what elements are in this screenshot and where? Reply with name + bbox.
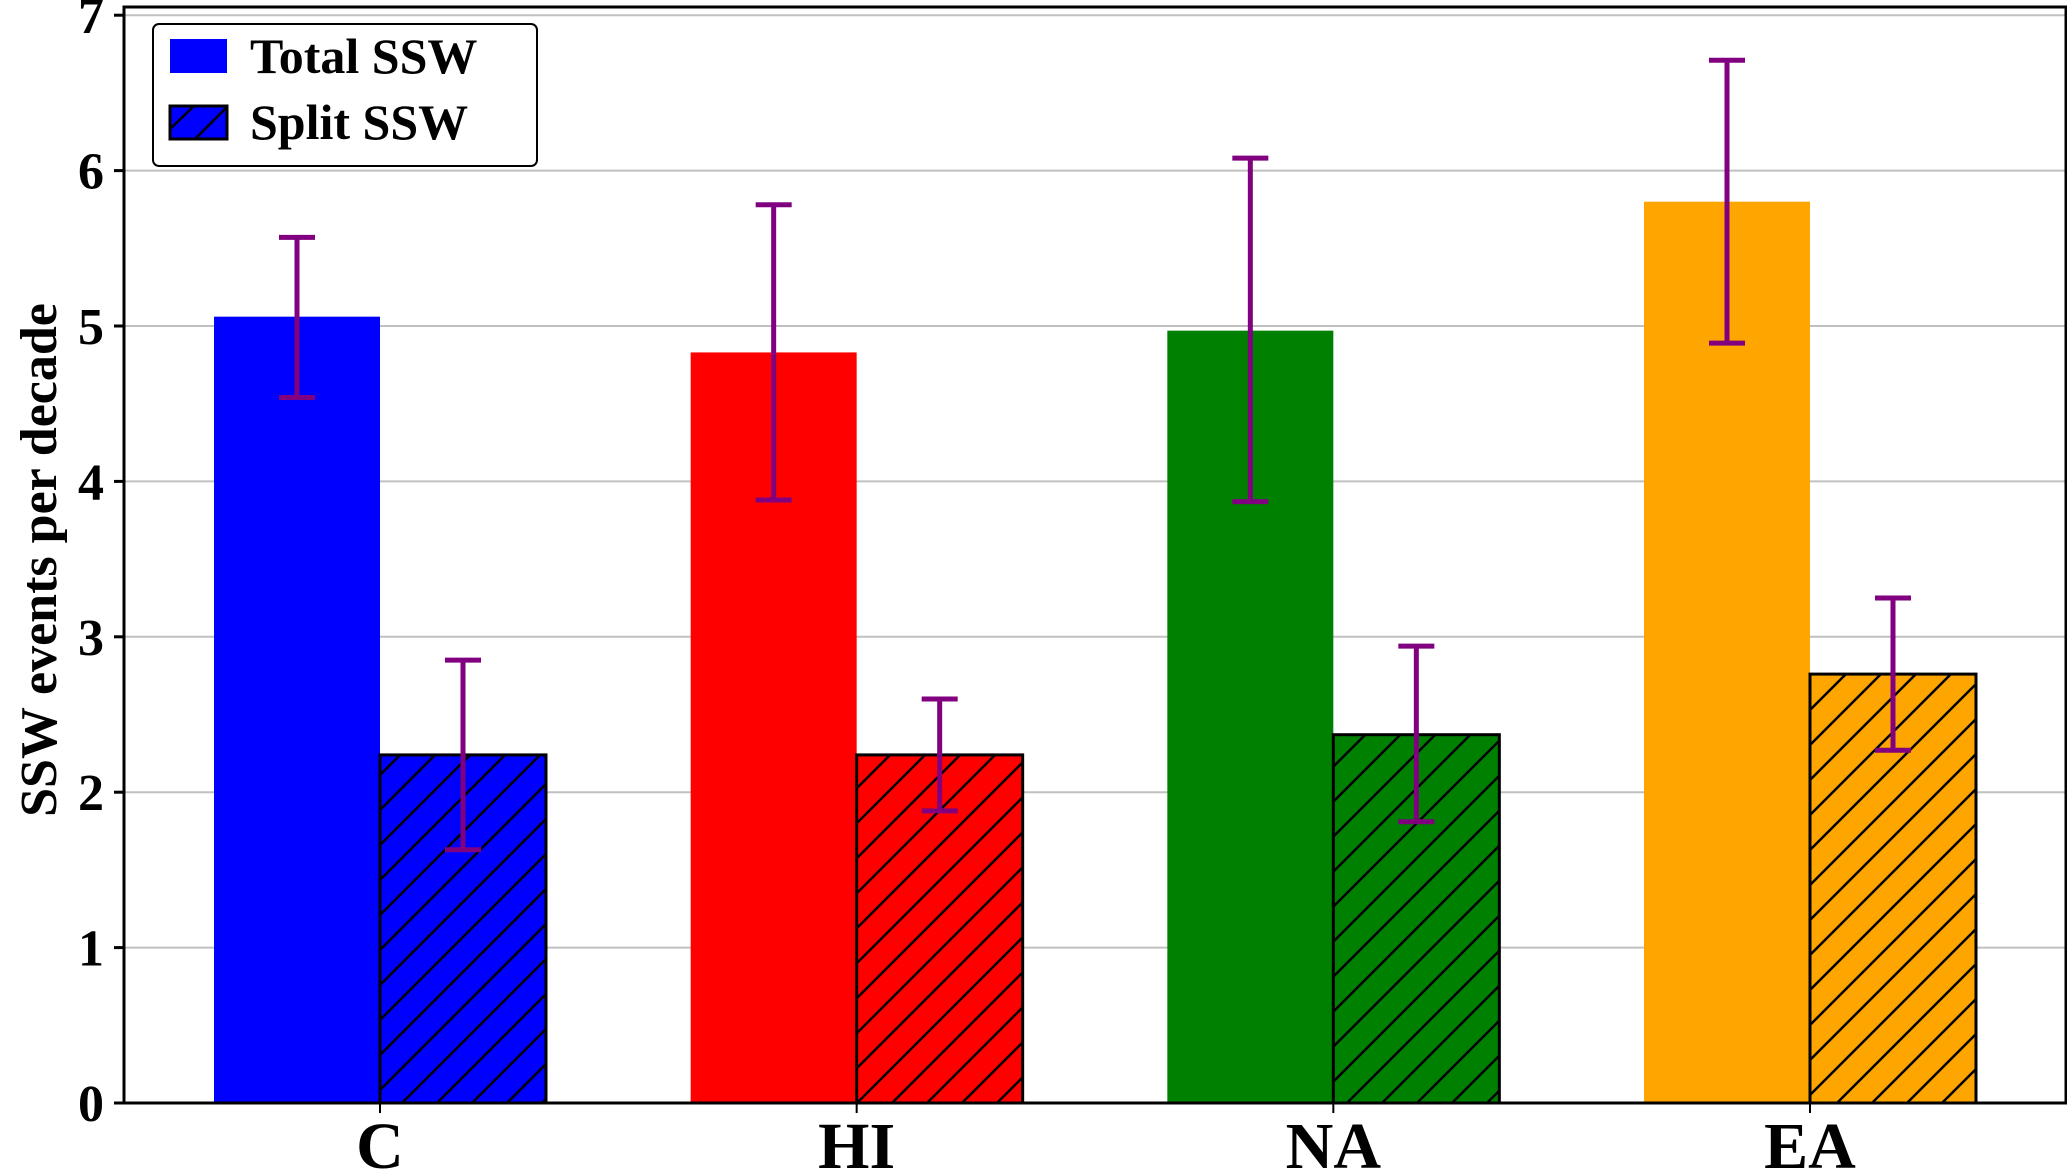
y-axis-title: SSW events per decade: [11, 303, 68, 817]
error-bar-hi-total: [755, 202, 792, 503]
swatch-hatch: [170, 106, 194, 129]
bars: [214, 201, 1978, 1105]
legend-swatch-split: [168, 104, 229, 141]
error-bar-ea-total: [1709, 57, 1745, 346]
error-bar-na-total: [1232, 155, 1269, 505]
y-tick-label: 7: [78, 0, 104, 45]
swatch-outline: [168, 104, 229, 141]
legend-label: Split SSW: [250, 94, 468, 150]
bar-c-total: [214, 316, 380, 1103]
legend-label: Total SSW: [250, 28, 477, 84]
x-tick-label: NA: [1286, 1110, 1382, 1172]
y-tick-label: 3: [78, 610, 104, 667]
x-tick-label: C: [356, 1110, 404, 1172]
legend-swatch-total: [170, 39, 227, 73]
y-tick-label: 2: [78, 765, 104, 822]
y-tick-label: 1: [78, 921, 104, 978]
error-bars: [279, 57, 1911, 853]
x-tick-label: HI: [818, 1110, 895, 1172]
y-tick-label: 0: [78, 1076, 104, 1133]
error-bar-ea-split: [1875, 595, 1911, 753]
error-bar-c-split: [445, 657, 481, 853]
y-tick-label: 4: [78, 454, 104, 511]
error-bar-c-total: [279, 234, 315, 400]
plot-frame: [122, 5, 2067, 1105]
axes: [122, 5, 2067, 1105]
y-ticks: 0 1 2 3 4 5 6 7: [78, 0, 124, 1133]
error-bar-hi-split: [921, 696, 958, 814]
x-ticks: C HI NA EA: [356, 1103, 1856, 1172]
legend: Total SSW Split SSW: [152, 23, 538, 167]
swatch-fill: [170, 106, 227, 139]
swatch-hatch: [195, 107, 227, 139]
x-tick-label: EA: [1764, 1110, 1856, 1172]
y-tick-label: 5: [78, 299, 104, 356]
error-bar-na-split: [1398, 643, 1435, 825]
legend-box: [152, 23, 538, 167]
y-tick-label: 6: [78, 144, 104, 201]
bar-ea-total: [1644, 201, 1810, 1103]
